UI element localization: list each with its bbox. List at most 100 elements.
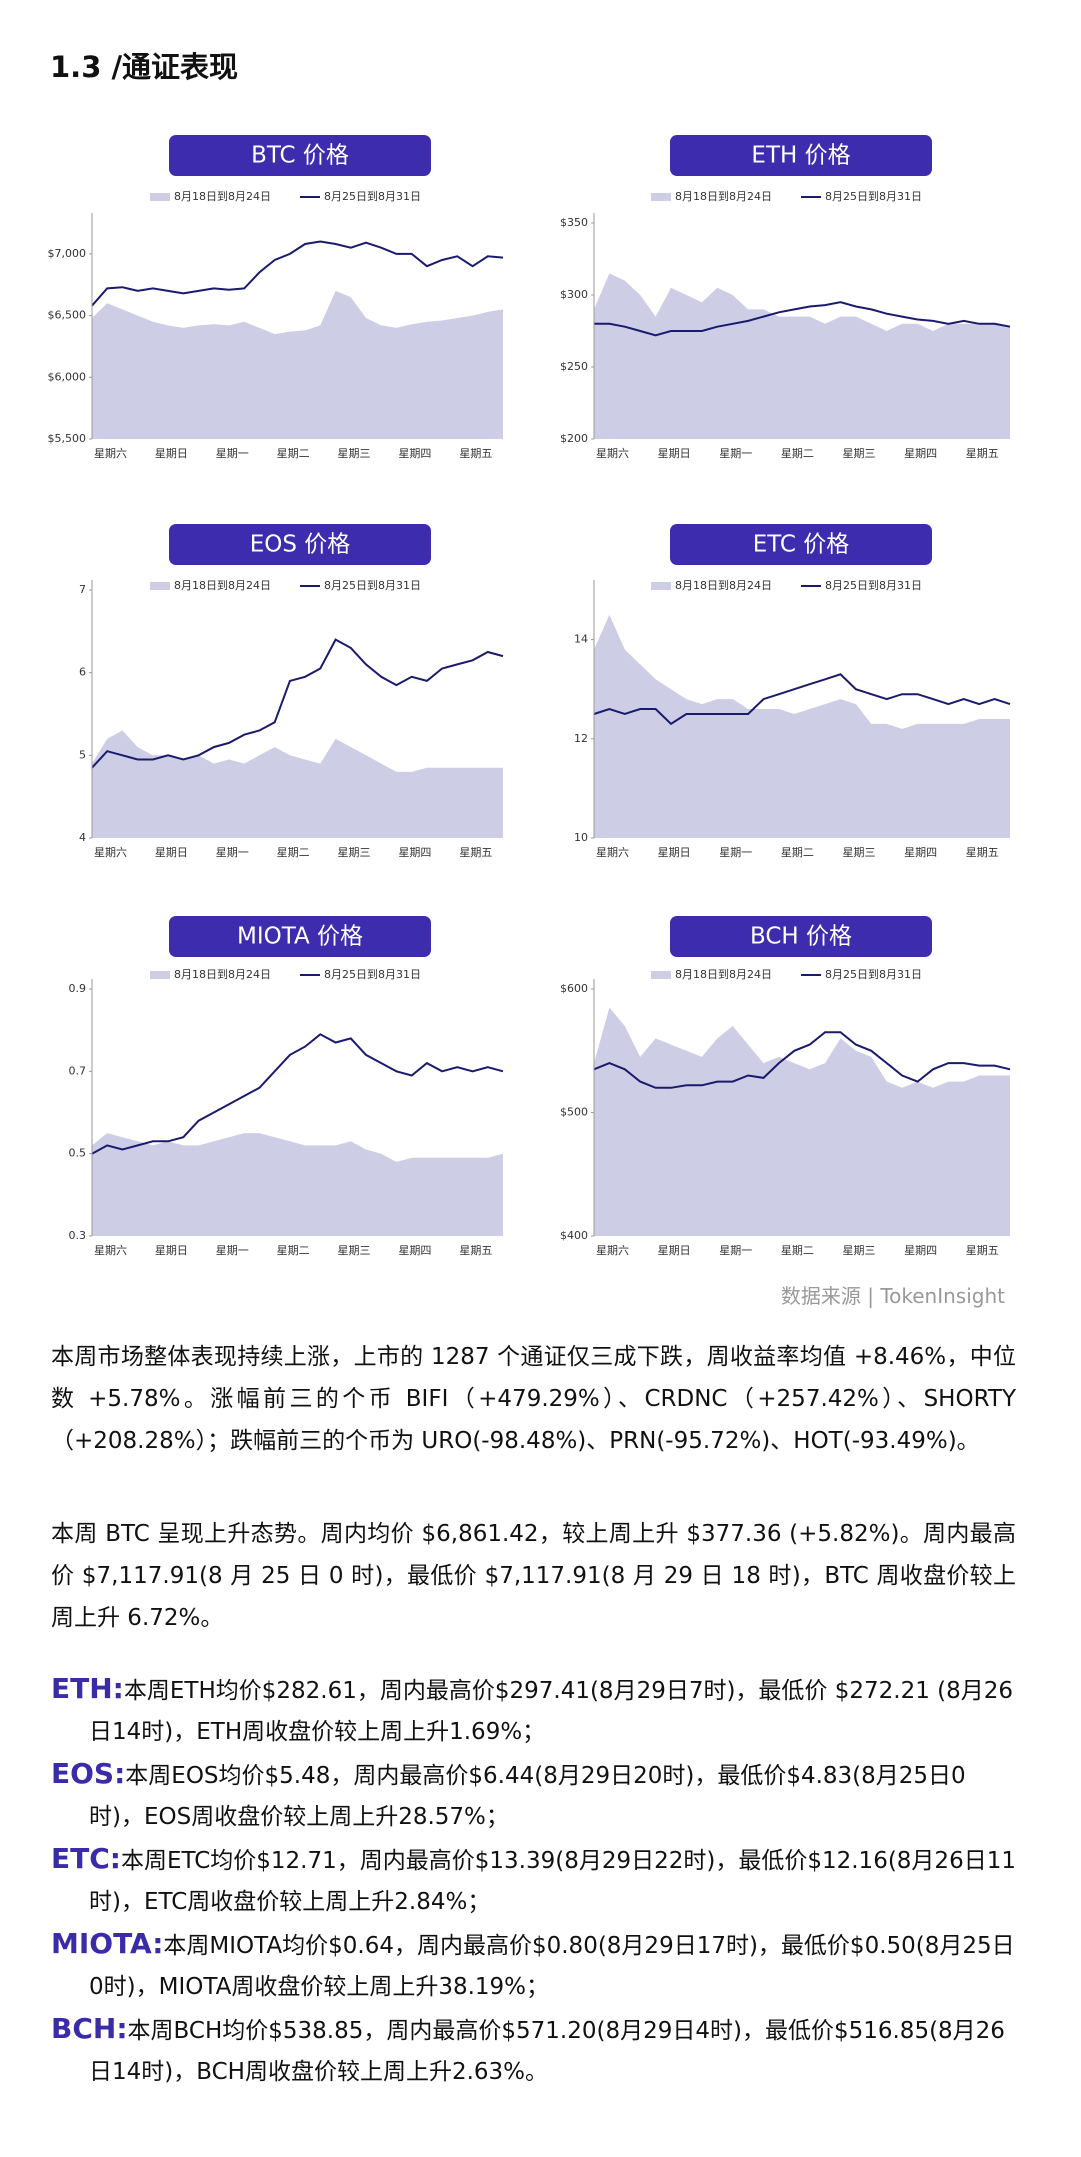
item-label: ETH: (51, 1672, 124, 1705)
x-tick-label: 星期三 (843, 846, 876, 859)
item-label: BCH: (51, 2012, 128, 2045)
item-text: 本周MIOTA均价$0.64，周内最高价$0.80(8月29日17时)，最低价$… (89, 1933, 1015, 2000)
title-pill (670, 135, 932, 176)
x-tick-label: 星期二 (277, 1244, 310, 1257)
legend-label: 8月18日到8月24日 (675, 190, 772, 203)
x-tick-label: 星期日 (155, 447, 188, 460)
x-tick-label: 星期五 (459, 447, 492, 460)
line (593, 673, 1011, 726)
x-tick-label: 星期二 (277, 447, 310, 460)
x-tick-label: 星期四 (398, 846, 431, 859)
chart-title: ETC 价格 (753, 532, 850, 558)
legend-label: 8月25日到8月31日 (825, 968, 922, 981)
chart-title: MIOTA 价格 (237, 924, 363, 950)
item-text: 本周ETC均价$12.71，周内最高价$13.39(8月29日22时)，最低价$… (89, 1848, 1016, 1915)
x-tick-label: 星期四 (904, 846, 937, 859)
x-tick-label: 星期一 (719, 447, 752, 460)
x-tick-label: 星期四 (904, 1244, 937, 1257)
x-tick-label: 星期三 (338, 846, 371, 859)
legend-swatch (150, 582, 170, 590)
legend-swatch (651, 582, 671, 590)
y-tick-label: $5,500 (48, 432, 87, 445)
area (92, 290, 503, 439)
title-pill (169, 524, 431, 565)
x-tick-label: 星期一 (216, 846, 249, 859)
legend-label: 8月25日到8月31日 (825, 190, 922, 203)
line (594, 301, 1011, 337)
x-tick-label: 星期一 (216, 1244, 249, 1257)
y-tick-label: $400 (560, 1229, 588, 1242)
chart-title: EOS 价格 (250, 532, 351, 558)
item: MIOTA:本周MIOTA均价$0.64，周内最高价$0.80(8月29日17时… (51, 1923, 1016, 2008)
y-tick-label: $200 (560, 432, 588, 445)
area (92, 1133, 503, 1236)
x-tick-label: 星期四 (398, 447, 431, 460)
chart-title: BTC 价格 (251, 143, 349, 169)
x-tick-label: 星期一 (719, 1244, 752, 1257)
x-tick-label: 星期五 (459, 846, 492, 859)
area (594, 1007, 1010, 1236)
legend-swatch (651, 971, 671, 979)
x-tick-label: 星期五 (966, 1244, 999, 1257)
y-tick-label: $6,000 (48, 370, 87, 383)
item: EOS:本周EOS均价$5.48，周内最高价$6.44(8月29日20时)，最低… (51, 1753, 1016, 1838)
y-tick-label: 0.9 (69, 982, 87, 995)
y-tick-label: $500 (560, 1106, 588, 1119)
x-tick-label: 星期二 (781, 447, 814, 460)
y-tick-label: 0.3 (69, 1229, 87, 1242)
y-tick-label: $600 (560, 982, 588, 995)
x-tick-label: 星期二 (781, 1244, 814, 1257)
x-tick-label: 星期六 (94, 447, 127, 460)
item-label: ETC: (51, 1842, 121, 1875)
item: ETC:本周ETC均价$12.71，周内最高价$13.39(8月29日22时)，… (51, 1838, 1016, 1923)
x-tick-label: 星期四 (904, 447, 937, 460)
y-tick-label: 14 (574, 633, 588, 646)
area (594, 273, 1010, 439)
legend-swatch (651, 193, 671, 201)
legend-label: 8月25日到8月31日 (825, 579, 922, 592)
y-tick-label: $7,000 (48, 247, 87, 260)
legend-label: 8月18日到8月24日 (174, 579, 271, 592)
y-tick-label: 0.5 (69, 1147, 87, 1160)
x-tick-label: 星期三 (843, 1244, 876, 1257)
y-tick-label: $6,500 (48, 309, 87, 322)
x-tick-label: 星期五 (459, 1244, 492, 1257)
line (593, 1031, 1011, 1089)
x-tick-label: 星期二 (277, 846, 310, 859)
title-pill (670, 916, 932, 957)
y-tick-label: 4 (79, 831, 86, 844)
x-tick-label: 星期六 (596, 1244, 629, 1257)
x-tick-label: 星期六 (596, 846, 629, 859)
x-tick-label: 星期三 (843, 447, 876, 460)
x-tick-label: 星期日 (658, 846, 691, 859)
paragraph: 本周市场整体表现持续上涨，上市的 1287 个通证仅三成下跌，周收益率均值 +8… (51, 1344, 1016, 1454)
x-tick-label: 星期六 (94, 1244, 127, 1257)
y-tick-label: 10 (574, 831, 588, 844)
y-tick-label: $300 (560, 288, 588, 301)
x-tick-label: 星期三 (338, 1244, 371, 1257)
item: BCH:本周BCH均价$538.85，周内最高价$571.20(8月29日4时)… (51, 2008, 1016, 2093)
legend-label: 8月18日到8月24日 (675, 968, 772, 981)
legend-label: 8月25日到8月31日 (324, 190, 421, 203)
chart-title: BCH 价格 (750, 924, 852, 950)
y-tick-label: 5 (79, 748, 86, 761)
line (91, 1033, 504, 1155)
y-tick-label: $250 (560, 360, 588, 373)
x-tick-label: 星期三 (338, 447, 371, 460)
legend-label: 8月25日到8月31日 (324, 968, 421, 981)
x-tick-label: 星期五 (966, 846, 999, 859)
item-label: EOS: (51, 1757, 126, 1790)
item-label: MIOTA: (51, 1927, 164, 1960)
x-tick-label: 星期二 (781, 846, 814, 859)
x-tick-label: 星期六 (596, 447, 629, 460)
title-pill (169, 916, 431, 957)
legend-label: 8月25日到8月31日 (324, 579, 421, 592)
paragraph: 本周 BTC 呈现上升态势。周内均价 $6,861.42，较上周上升 $377.… (51, 1521, 1016, 1631)
y-tick-label: 0.7 (69, 1064, 87, 1077)
y-tick-label: $350 (560, 216, 588, 229)
legend-label: 8月18日到8月24日 (675, 579, 772, 592)
y-tick-label: 6 (79, 666, 86, 679)
y-tick-label: 12 (574, 732, 588, 745)
legend-label: 8月18日到8月24日 (174, 190, 271, 203)
